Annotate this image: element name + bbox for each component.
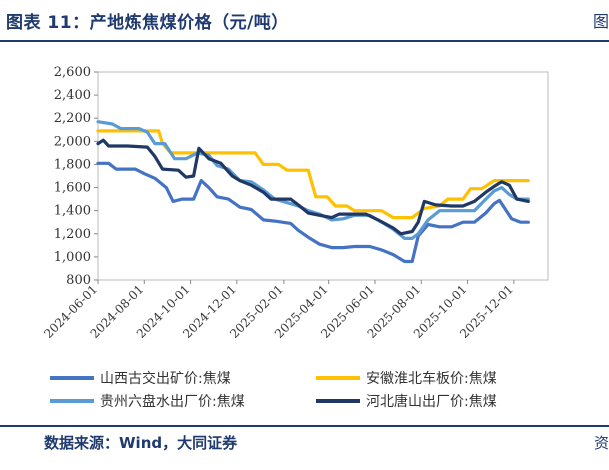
y-tick-label: 1,200: [54, 227, 91, 242]
legend-label: 山西古交出矿价:焦煤: [100, 370, 231, 387]
y-tick-label: 800: [66, 273, 91, 288]
cropped-next-title: 图: [592, 12, 609, 31]
y-tick-label: 2,600: [54, 65, 91, 80]
y-tick-label: 2,200: [54, 111, 91, 126]
title-rule: [0, 40, 609, 42]
series-lines: [96, 120, 530, 264]
y-tick-label: 1,400: [54, 204, 91, 219]
cropped-next-footer: 资: [593, 434, 609, 452]
y-tick-label: 2,400: [54, 88, 91, 103]
y-tick-label: 1,600: [54, 181, 91, 196]
series-line-1: [96, 161, 530, 264]
series-line-2: [96, 129, 530, 220]
data-source: 数据来源：Wind，大同证券: [44, 434, 238, 452]
chart-title: 图表 11：产地炼焦煤价格（元/吨）: [6, 13, 289, 33]
series-line-4: [96, 138, 530, 236]
legend-label: 河北唐山出厂价:焦煤: [366, 393, 497, 410]
plot-area: [97, 71, 549, 281]
legend-label: 安徽淮北车板价:焦煤: [366, 370, 497, 387]
y-tick-label: 2,000: [54, 134, 91, 149]
x-axis: 2024-06-012024-08-012024-10-012024-12-01…: [41, 280, 516, 341]
coke-coal-price-chart: 2,600 2,400 2,200 2,000 1,800 1,600 1,400 1,200…: [41, 65, 549, 410]
legend-label: 贵州六盘水出厂价:焦煤: [100, 393, 245, 410]
y-tick-label: 1,000: [54, 250, 91, 265]
y-tick-label: 1,800: [54, 157, 91, 172]
footer-rule: [0, 425, 609, 427]
y-axis: 2,600 2,400 2,200 2,000 1,800 1,600 1,400 1,200…: [54, 65, 98, 288]
